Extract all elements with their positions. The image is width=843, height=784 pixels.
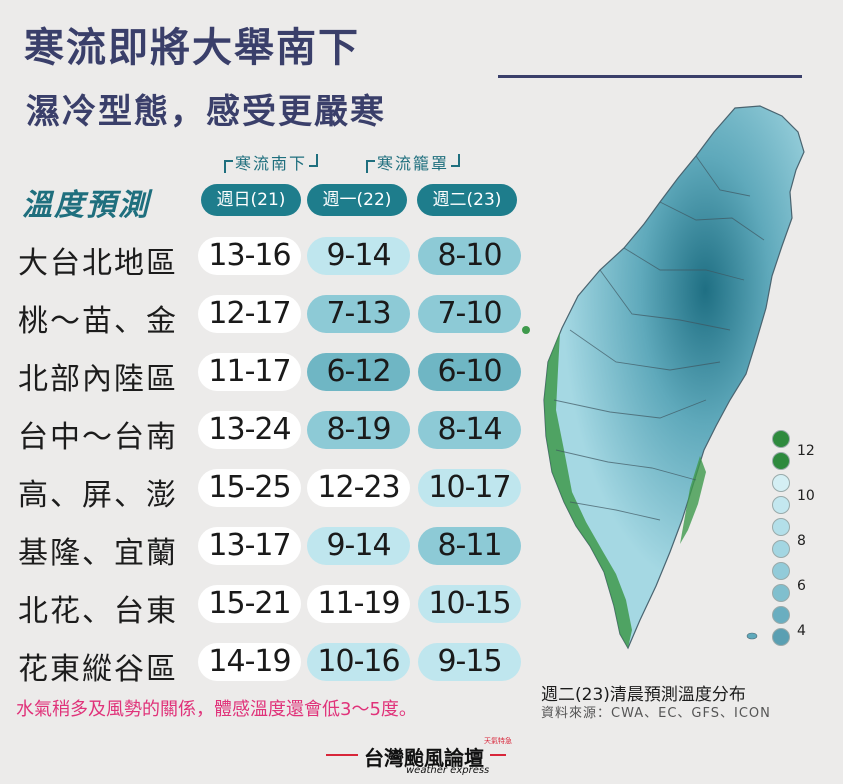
temp-pill: 12-23 [307, 469, 410, 507]
group-label-cold-south: 寒流南下 [224, 150, 319, 174]
region-label: 基隆、宜蘭 [18, 536, 178, 571]
group-label-cold-cover: 寒流籠罩 [366, 150, 461, 174]
day-header-sun: 週日(21) [201, 184, 301, 216]
region-label: 台中～台南 [18, 420, 178, 455]
region-label: 桃～苗、金 [18, 304, 178, 339]
legend-label: 6 [797, 578, 806, 594]
bracket-close-icon [309, 154, 319, 167]
temp-pill: 13-24 [198, 411, 301, 449]
brand-tag: 天氣特急 [484, 737, 512, 745]
temp-pill: 14-19 [198, 643, 301, 681]
temp-pill: 8-10 [418, 237, 521, 275]
county-boundary-lines [553, 155, 765, 521]
legend-label: 12 [797, 443, 815, 459]
legend-swatch [772, 540, 790, 558]
temp-pill: 8-11 [418, 527, 521, 565]
temp-pill: 10-15 [418, 585, 521, 623]
bracket-open-icon [224, 160, 233, 173]
legend-label: 4 [797, 623, 806, 639]
map-caption: 週二(23)清晨預測溫度分布 [541, 685, 746, 705]
legend-swatch [772, 562, 790, 580]
temp-pill: 9-14 [307, 527, 410, 565]
taiwan-island-shape [543, 105, 805, 650]
temp-pill: 15-21 [198, 585, 301, 623]
bracket-open-icon [366, 160, 375, 173]
bracket-close-icon [451, 154, 461, 167]
legend-swatch [772, 452, 790, 470]
temp-pill: 13-17 [198, 527, 301, 565]
penghu-island [522, 326, 530, 334]
brand-logo: 台灣颱風論壇 weather express 天氣特急 [326, 737, 516, 780]
temp-pill: 8-14 [418, 411, 521, 449]
temp-pill: 9-15 [418, 643, 521, 681]
legend-swatch [772, 518, 790, 536]
legend-label: 10 [797, 488, 815, 504]
region-label: 高、屏、澎 [18, 478, 178, 513]
temp-pill: 10-17 [418, 469, 521, 507]
green-island [746, 632, 758, 640]
temp-pill: 13-16 [198, 237, 301, 275]
day-header-tue: 週二(23) [417, 184, 517, 216]
map-source: 資料來源：CWA、EC、GFS、ICON [541, 706, 771, 721]
page-subtitle: 濕冷型態，感受更嚴寒 [26, 92, 386, 132]
legend-swatch [772, 430, 790, 448]
temperature-map [522, 105, 805, 650]
region-label: 北花、台東 [18, 594, 178, 629]
legend-swatch [772, 496, 790, 514]
temp-pill: 6-10 [418, 353, 521, 391]
temp-pill: 11-17 [198, 353, 301, 391]
legend-swatch [772, 606, 790, 624]
temp-pill: 7-13 [307, 295, 410, 333]
day-header-mon: 週一(22) [307, 184, 407, 216]
temp-pill: 11-19 [307, 585, 410, 623]
legend-swatch [772, 474, 790, 492]
temp-pill: 6-12 [307, 353, 410, 391]
region-label: 花東縱谷區 [18, 652, 178, 687]
page-title: 寒流即將大舉南下 [24, 25, 360, 71]
region-label: 北部內陸區 [18, 362, 178, 397]
region-label: 大台北地區 [18, 246, 178, 281]
temp-pill: 10-16 [307, 643, 410, 681]
title-rule [498, 75, 802, 78]
east-coast-warm-zone [680, 456, 706, 544]
temp-pill: 7-10 [418, 295, 521, 333]
brand-name: 台灣颱風論壇 [358, 742, 490, 771]
feels-like-note: 水氣稍多及風勢的關係，體感溫度還會低3～5度。 [16, 699, 417, 720]
legend-swatch [772, 628, 790, 646]
temp-pill: 15-25 [198, 469, 301, 507]
section-label: 溫度預測 [22, 188, 150, 223]
temp-pill: 9-14 [307, 237, 410, 275]
southern-warm-zone [544, 332, 632, 648]
brand-english: weather express [406, 765, 490, 776]
legend-swatch [772, 584, 790, 602]
temp-pill: 12-17 [198, 295, 301, 333]
temp-pill: 8-19 [307, 411, 410, 449]
legend-label: 8 [797, 533, 806, 549]
